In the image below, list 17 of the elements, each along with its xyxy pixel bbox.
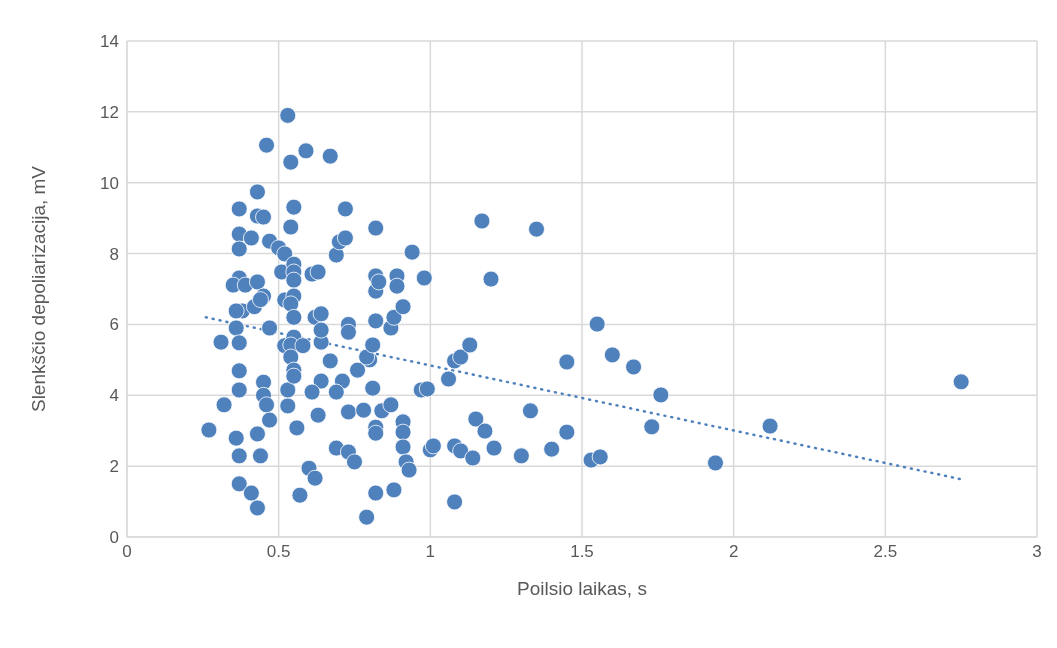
y-tick-label: 6 bbox=[109, 315, 119, 335]
x-tick-label: 0 bbox=[122, 542, 132, 562]
y-tick-label: 4 bbox=[109, 386, 119, 406]
y-tick-label: 0 bbox=[109, 528, 119, 548]
x-tick-label: 1.5 bbox=[570, 542, 594, 562]
y-axis-title: Slenkščio depoliarizacija, mV bbox=[27, 165, 49, 413]
y-tick-label: 12 bbox=[100, 102, 119, 122]
x-tick-label: 0.5 bbox=[266, 542, 291, 562]
x-tick-label: 1 bbox=[425, 542, 436, 562]
x-tick-label: 3 bbox=[1032, 542, 1042, 562]
y-tick-label: 14 bbox=[100, 32, 119, 52]
y-tick-label: 8 bbox=[109, 244, 119, 264]
x-axis-title: Poilsio laikas, s bbox=[517, 578, 647, 599]
y-tick-label: 10 bbox=[100, 173, 119, 193]
x-tick-label: 2.5 bbox=[873, 542, 898, 562]
x-tick-label: 2 bbox=[728, 542, 739, 562]
y-tick-label: 2 bbox=[109, 457, 119, 477]
